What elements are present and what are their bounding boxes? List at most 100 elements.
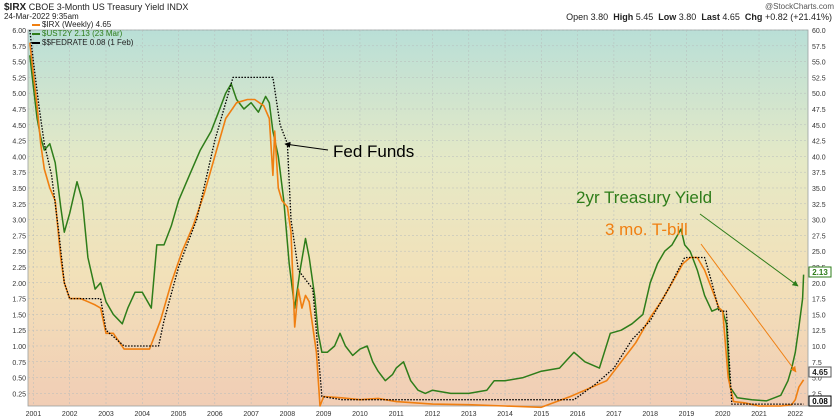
left-tick-label: 1.75	[12, 297, 26, 304]
left-tick-label: 0.75	[12, 360, 26, 367]
x-tick-label: 2009	[316, 411, 332, 418]
left-tick-label: 0.25	[12, 391, 26, 398]
left-tick-label: 3.25	[12, 202, 26, 209]
quote-bar: Open 3.80 High 5.45 Low 3.80 Last 4.65 C…	[566, 12, 832, 22]
right-tick-label: 47.5	[812, 107, 826, 114]
left-tick-label: 2.50	[12, 249, 26, 256]
right-tick-label: 25.0	[812, 249, 826, 256]
right-tick-label: 50.0	[812, 91, 826, 98]
right-axis: 2.55.07.510.012.515.017.520.022.525.027.…	[812, 28, 826, 398]
left-tick-label: 4.00	[12, 154, 26, 161]
left-tick-label: 4.25	[12, 139, 26, 146]
right-tick-label: 40.0	[812, 154, 826, 161]
right-tick-label: 52.5	[812, 75, 826, 82]
left-tick-label: 1.00	[12, 344, 26, 351]
series-ust2y-line	[29, 55, 805, 402]
x-tick-label: 2008	[280, 411, 296, 418]
legend-item-irx: $IRX (Weekly) 4.65	[32, 21, 111, 29]
watermark: @StockCharts.com	[764, 2, 834, 11]
left-tick-label: 3.00	[12, 218, 26, 225]
symbol: $IRX	[4, 2, 27, 13]
fed-funds-annotation: Fed Funds	[333, 142, 414, 161]
x-tick-label: 2005	[171, 411, 187, 418]
left-tick-label: 5.00	[12, 91, 26, 98]
left-tick-label: 6.00	[12, 28, 26, 35]
x-tick-label: 2014	[497, 411, 513, 418]
x-tick-label: 2011	[389, 411, 404, 418]
left-tick-label: 2.25	[12, 265, 26, 272]
legend-swatch	[32, 23, 40, 26]
x-tick-label: 2013	[461, 411, 477, 418]
series-irx-line	[29, 42, 805, 409]
chart-title-bar: $IRX CBOE 3-Month US Treasury Yield INDX	[4, 2, 188, 13]
left-tick-label: 1.25	[12, 328, 26, 335]
left-tick-label: 5.50	[12, 60, 26, 67]
badge-irx: 4.65	[808, 366, 832, 378]
svg-text:4.65: 4.65	[812, 368, 828, 377]
x-tick-label: 2018	[642, 411, 658, 418]
exchange: INDX	[166, 2, 189, 12]
right-tick-label: 5.0	[812, 376, 822, 383]
x-tick-label: 2017	[606, 411, 622, 418]
two-year-annotation: 2yr Treasury Yield	[576, 188, 712, 207]
x-tick-label: 2002	[62, 411, 78, 418]
timestamp: 24-Mar-2022 9:35am	[4, 12, 79, 21]
left-tick-label: 2.00	[12, 281, 26, 288]
left-tick-label: 4.50	[12, 123, 26, 130]
badge-ust2y: 2.13	[808, 266, 832, 278]
left-tick-label: 1.50	[12, 312, 26, 319]
x-tick-label: 2015	[534, 411, 550, 418]
right-tick-label: 12.5	[812, 328, 826, 335]
x-tick-label: 2010	[352, 411, 368, 418]
left-tick-label: 3.75	[12, 170, 26, 177]
security-name: CBOE 3-Month US Treasury Yield	[28, 2, 165, 12]
legend-item-ust2y: $UST2Y 2.13 (23 Mar)	[32, 30, 122, 38]
x-axis: 2001 2002 2003 2004 2005 2006 2007 2008 2009 2010…	[26, 411, 804, 418]
right-tick-label: 57.5	[812, 44, 826, 51]
right-tick-label: 17.5	[812, 297, 826, 304]
t-bill-annotation: 3 mo. T-bill	[605, 220, 688, 239]
x-tick-label: 2012	[425, 411, 441, 418]
left-tick-label: 2.75	[12, 233, 26, 240]
left-axis: 0.25 0.50 0.75 1.00 1.25 1.50 1.75 2.00 2.25 2.50…	[12, 28, 26, 398]
two-year-arrow	[699, 213, 799, 287]
x-tick-label: 2007	[243, 411, 259, 418]
right-tick-label: 60.0	[812, 28, 826, 35]
x-tick-label: 2003	[98, 411, 114, 418]
x-tick-label: 2001	[26, 411, 42, 418]
right-tick-label: 10.0	[812, 344, 826, 351]
right-tick-label: 7.5	[812, 360, 822, 367]
x-tick-label: 2022	[788, 411, 804, 418]
badge-fed: 0.08	[808, 395, 832, 407]
legend-swatch	[32, 32, 40, 35]
x-tick-label: 2021	[751, 411, 767, 418]
svg-text:2.13: 2.13	[812, 268, 828, 277]
x-tick-label: 2020	[715, 411, 731, 418]
left-tick-label: 5.25	[12, 75, 26, 82]
t-bill-arrow	[700, 243, 797, 373]
right-tick-label: 32.5	[812, 202, 826, 209]
plot-area	[27, 29, 809, 407]
right-tick-label: 15.0	[812, 312, 826, 319]
right-tick-label: 20.0	[812, 281, 826, 288]
left-tick-label: 0.50	[12, 376, 26, 383]
x-tick-label: 2004	[134, 411, 150, 418]
legend-swatch	[32, 41, 40, 44]
right-tick-label: 37.5	[812, 170, 826, 177]
right-tick-label: 35.0	[812, 186, 826, 193]
right-tick-label: 2.5	[812, 391, 822, 398]
right-tick-label: 55.0	[812, 60, 826, 67]
svg-text:0.08: 0.08	[812, 397, 828, 406]
right-tick-label: 27.5	[812, 233, 826, 240]
x-tick-label: 2006	[207, 411, 223, 418]
right-tick-label: 30.0	[812, 218, 826, 225]
right-tick-label: 45.0	[812, 123, 826, 130]
left-tick-label: 3.50	[12, 186, 26, 193]
fed-funds-arrow	[284, 141, 329, 151]
right-tick-label: 42.5	[812, 139, 826, 146]
x-tick-label: 2016	[570, 411, 586, 418]
legend-item-fedrate: $$FEDRATE 0.08 (1 Feb)	[32, 39, 133, 47]
gridlines	[28, 29, 808, 406]
